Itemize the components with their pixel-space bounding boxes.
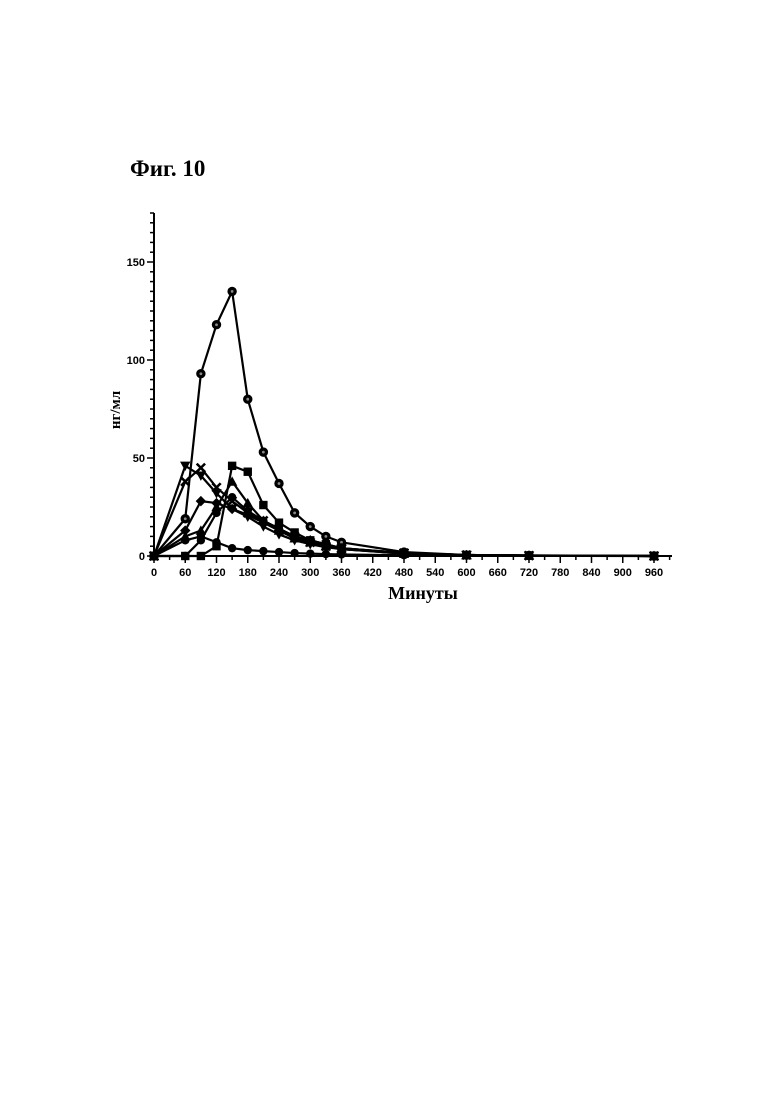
data-point	[290, 532, 298, 540]
data-point	[197, 552, 205, 560]
data-point	[306, 549, 314, 557]
data-point-inner	[246, 398, 249, 401]
data-point	[197, 532, 205, 540]
chart-plot-area	[149, 287, 659, 562]
data-point-inner	[231, 290, 234, 293]
chart-axes: 0 50 100 150 0 60 120 180 240 300 360 420 480 540 600 6…	[127, 213, 672, 579]
data-point-inner	[278, 482, 281, 485]
x-tick-label: 720	[520, 567, 538, 579]
data-point	[259, 517, 267, 525]
x-tick-label: 960	[645, 567, 663, 579]
data-point	[275, 548, 283, 556]
x-tick-label: 0	[151, 567, 157, 579]
data-point	[180, 462, 190, 471]
y-tick-label: 50	[133, 453, 145, 465]
x-tick-label: 780	[551, 567, 569, 579]
data-point	[650, 552, 658, 560]
x-tick-label: 840	[582, 567, 600, 579]
data-point	[181, 552, 189, 560]
y-tick-label: 150	[127, 257, 145, 269]
x-tick-label: 540	[426, 567, 444, 579]
data-point-inner	[309, 525, 312, 528]
data-point	[290, 508, 299, 517]
data-point-inner	[324, 535, 327, 538]
data-point	[400, 551, 408, 559]
data-point	[462, 551, 470, 559]
y-tick-label: 0	[139, 551, 145, 563]
data-point	[259, 547, 267, 555]
x-tick-label: 360	[332, 567, 350, 579]
data-point	[150, 552, 158, 560]
data-point	[227, 287, 236, 296]
data-point	[196, 369, 205, 378]
series-7	[150, 493, 658, 560]
data-point	[228, 544, 236, 552]
x-tick-label: 120	[207, 567, 225, 579]
data-point	[243, 395, 252, 404]
data-point-inner	[262, 451, 265, 454]
x-tick-label: 420	[364, 567, 382, 579]
x-tick-label: 900	[614, 567, 632, 579]
x-tick-label: 60	[179, 567, 191, 579]
data-point	[306, 538, 314, 546]
data-point	[196, 496, 206, 506]
data-point	[525, 552, 533, 560]
x-tick-label: 600	[457, 567, 475, 579]
data-point	[337, 550, 345, 558]
data-point	[212, 538, 220, 546]
data-point	[306, 522, 315, 531]
data-point-inner	[293, 511, 296, 514]
y-axis-label: нг/мл	[108, 390, 124, 429]
x-tick-label: 300	[301, 567, 319, 579]
data-point	[212, 509, 220, 517]
data-point	[244, 507, 252, 515]
data-point	[275, 524, 283, 532]
data-point	[322, 542, 330, 550]
x-tick-label: 180	[239, 567, 257, 579]
data-point	[290, 549, 298, 557]
data-point-inner	[199, 372, 202, 375]
x-tick-label: 480	[395, 567, 413, 579]
series-1	[149, 287, 658, 561]
data-point	[197, 464, 205, 472]
x-tick-label: 240	[270, 567, 288, 579]
data-point	[259, 501, 267, 509]
data-point	[228, 493, 236, 501]
data-point	[212, 320, 221, 329]
y-tick-label: 100	[127, 355, 145, 367]
series-line	[154, 482, 654, 556]
data-point	[244, 546, 252, 554]
data-point-inner	[215, 323, 218, 326]
data-point	[244, 468, 252, 476]
data-point-inner	[184, 517, 187, 520]
data-point	[274, 479, 283, 488]
data-point	[228, 462, 236, 470]
x-tick-label: 660	[489, 567, 507, 579]
x-axis-label: Минуты	[388, 583, 458, 603]
data-point	[259, 447, 268, 456]
series-line	[154, 291, 654, 556]
data-point	[322, 550, 330, 558]
data-point	[181, 536, 189, 544]
